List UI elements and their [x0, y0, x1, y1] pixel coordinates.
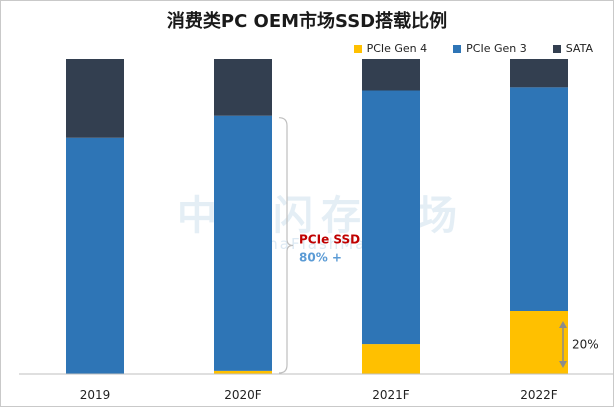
bar-pcie-gen-3-2021f [362, 90, 420, 345]
bar-pcie-gen-4-2022f [510, 311, 568, 374]
pcie-ssd-label: PCIe SSD [299, 232, 360, 246]
pcie-ssd-value: 80% + [299, 250, 342, 264]
legend-label-sata: SATA [565, 42, 593, 55]
pcie-bracket [278, 117, 294, 374]
gen4-share-label: 20% [572, 338, 599, 352]
legend-item-gen3: PCIe Gen 3 [453, 42, 527, 55]
legend-label-gen3: PCIe Gen 3 [466, 42, 527, 55]
gen4-arrow-up [559, 321, 567, 328]
bar-sata-2020f [214, 59, 272, 116]
legend-item-gen4: PCIe Gen 4 [353, 42, 428, 55]
chart-title: 消费类PC OEM市场SSD搭载比例 [166, 11, 448, 32]
bar-pcie-gen-3-2020f [214, 115, 272, 371]
bar-sata-2022f [510, 59, 568, 88]
bar-pcie-gen-3-2019 [66, 137, 124, 374]
x-tick-label-2022f: 2022F [520, 388, 558, 402]
x-tick-label-2021f: 2021F [372, 388, 410, 402]
legend-swatch-gen3 [453, 44, 462, 53]
bar-pcie-gen-3-2022f [510, 87, 568, 311]
bar-pcie-gen-4-2021f [362, 344, 420, 374]
x-tick-label-2020f: 2020F [224, 388, 262, 402]
legend-item-sata: SATA [552, 42, 593, 55]
bar-pcie-gen-4-2020f [214, 370, 272, 374]
legend-swatch-gen4 [353, 44, 362, 53]
x-tick-label-2019: 2019 [80, 388, 111, 402]
legend: PCIe Gen 4 PCIe Gen 3 SATA [353, 42, 593, 55]
bar-sata-2019 [66, 59, 124, 138]
legend-swatch-sata [552, 44, 561, 53]
legend-label-gen4: PCIe Gen 4 [366, 42, 428, 55]
gen4-arrow-down [559, 361, 567, 368]
bar-sata-2021f [362, 59, 420, 91]
